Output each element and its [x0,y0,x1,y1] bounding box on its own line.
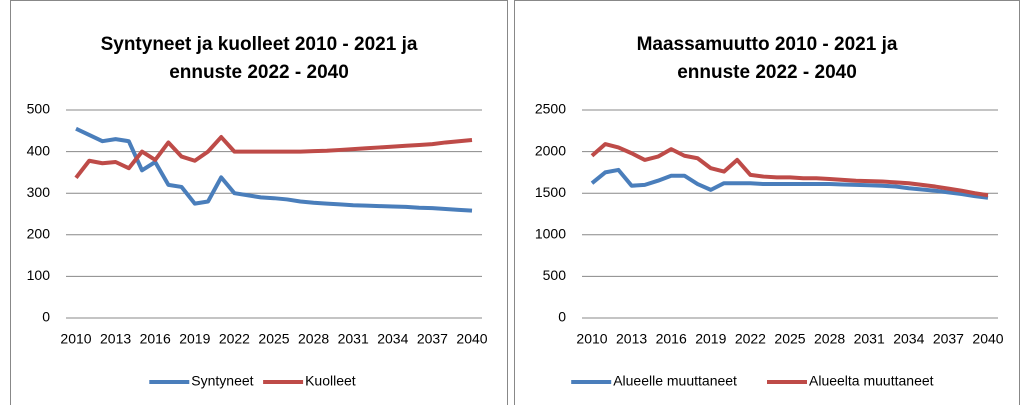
chart-frame [10,0,508,405]
y-tick-label: 0 [42,309,50,325]
x-tick-label: 2019 [695,331,726,347]
series-line [75,126,473,213]
y-tick-label: 300 [27,184,51,200]
x-tick-label: 2010 [576,331,607,347]
series-line [74,135,473,180]
x-tick-label: 2010 [60,331,91,347]
x-tick-label: 2013 [616,331,647,347]
x-tick-label: 2040 [972,331,1003,347]
x-tick-label: 2037 [417,331,448,347]
x-tick-label: 2013 [100,331,131,347]
x-tick-label: 2040 [456,331,487,347]
x-tick-label: 2037 [933,331,964,347]
series-line [590,142,989,198]
x-tick-label: 2022 [219,331,250,347]
y-tick-label: 2000 [535,142,566,158]
chart-title: ennuste 2022 - 2040 [169,62,349,83]
x-tick-label: 2034 [377,331,408,347]
x-tick-label: 2016 [140,331,171,347]
y-tick-label: 100 [27,267,51,283]
y-tick-label: 1000 [535,226,566,242]
x-tick-label: 2022 [735,331,766,347]
x-tick-label: 2028 [298,331,329,347]
chart-title: Syntyneet ja kuolleet 2010 - 2021 ja [101,34,418,55]
x-tick-label: 2034 [893,331,924,347]
legend-label: Syntyneet [191,373,253,389]
x-tick-label: 2025 [258,331,289,347]
legend-label: Alueelle muuttaneet [613,373,737,389]
y-tick-label: 400 [27,142,51,158]
x-tick-label: 2019 [179,331,210,347]
y-tick-label: 0 [558,309,566,325]
legend-label: Kuolleet [305,373,356,389]
x-tick-label: 2025 [774,331,805,347]
x-tick-label: 2031 [338,331,369,347]
x-tick-label: 2028 [814,331,845,347]
y-tick-label: 2500 [535,101,566,117]
series-line [590,167,989,200]
legend-label: Alueelta muuttaneet [809,373,934,389]
chart-title: Maassamuutto 2010 - 2021 ja [637,34,898,55]
y-tick-label: 500 [543,267,567,283]
x-tick-label: 2031 [854,331,885,347]
x-tick-label: 2016 [656,331,687,347]
chart-title: ennuste 2022 - 2040 [677,62,857,83]
y-tick-label: 1500 [535,184,566,200]
y-tick-label: 200 [27,226,51,242]
chart-frame [514,0,1020,405]
y-tick-label: 500 [27,101,51,117]
